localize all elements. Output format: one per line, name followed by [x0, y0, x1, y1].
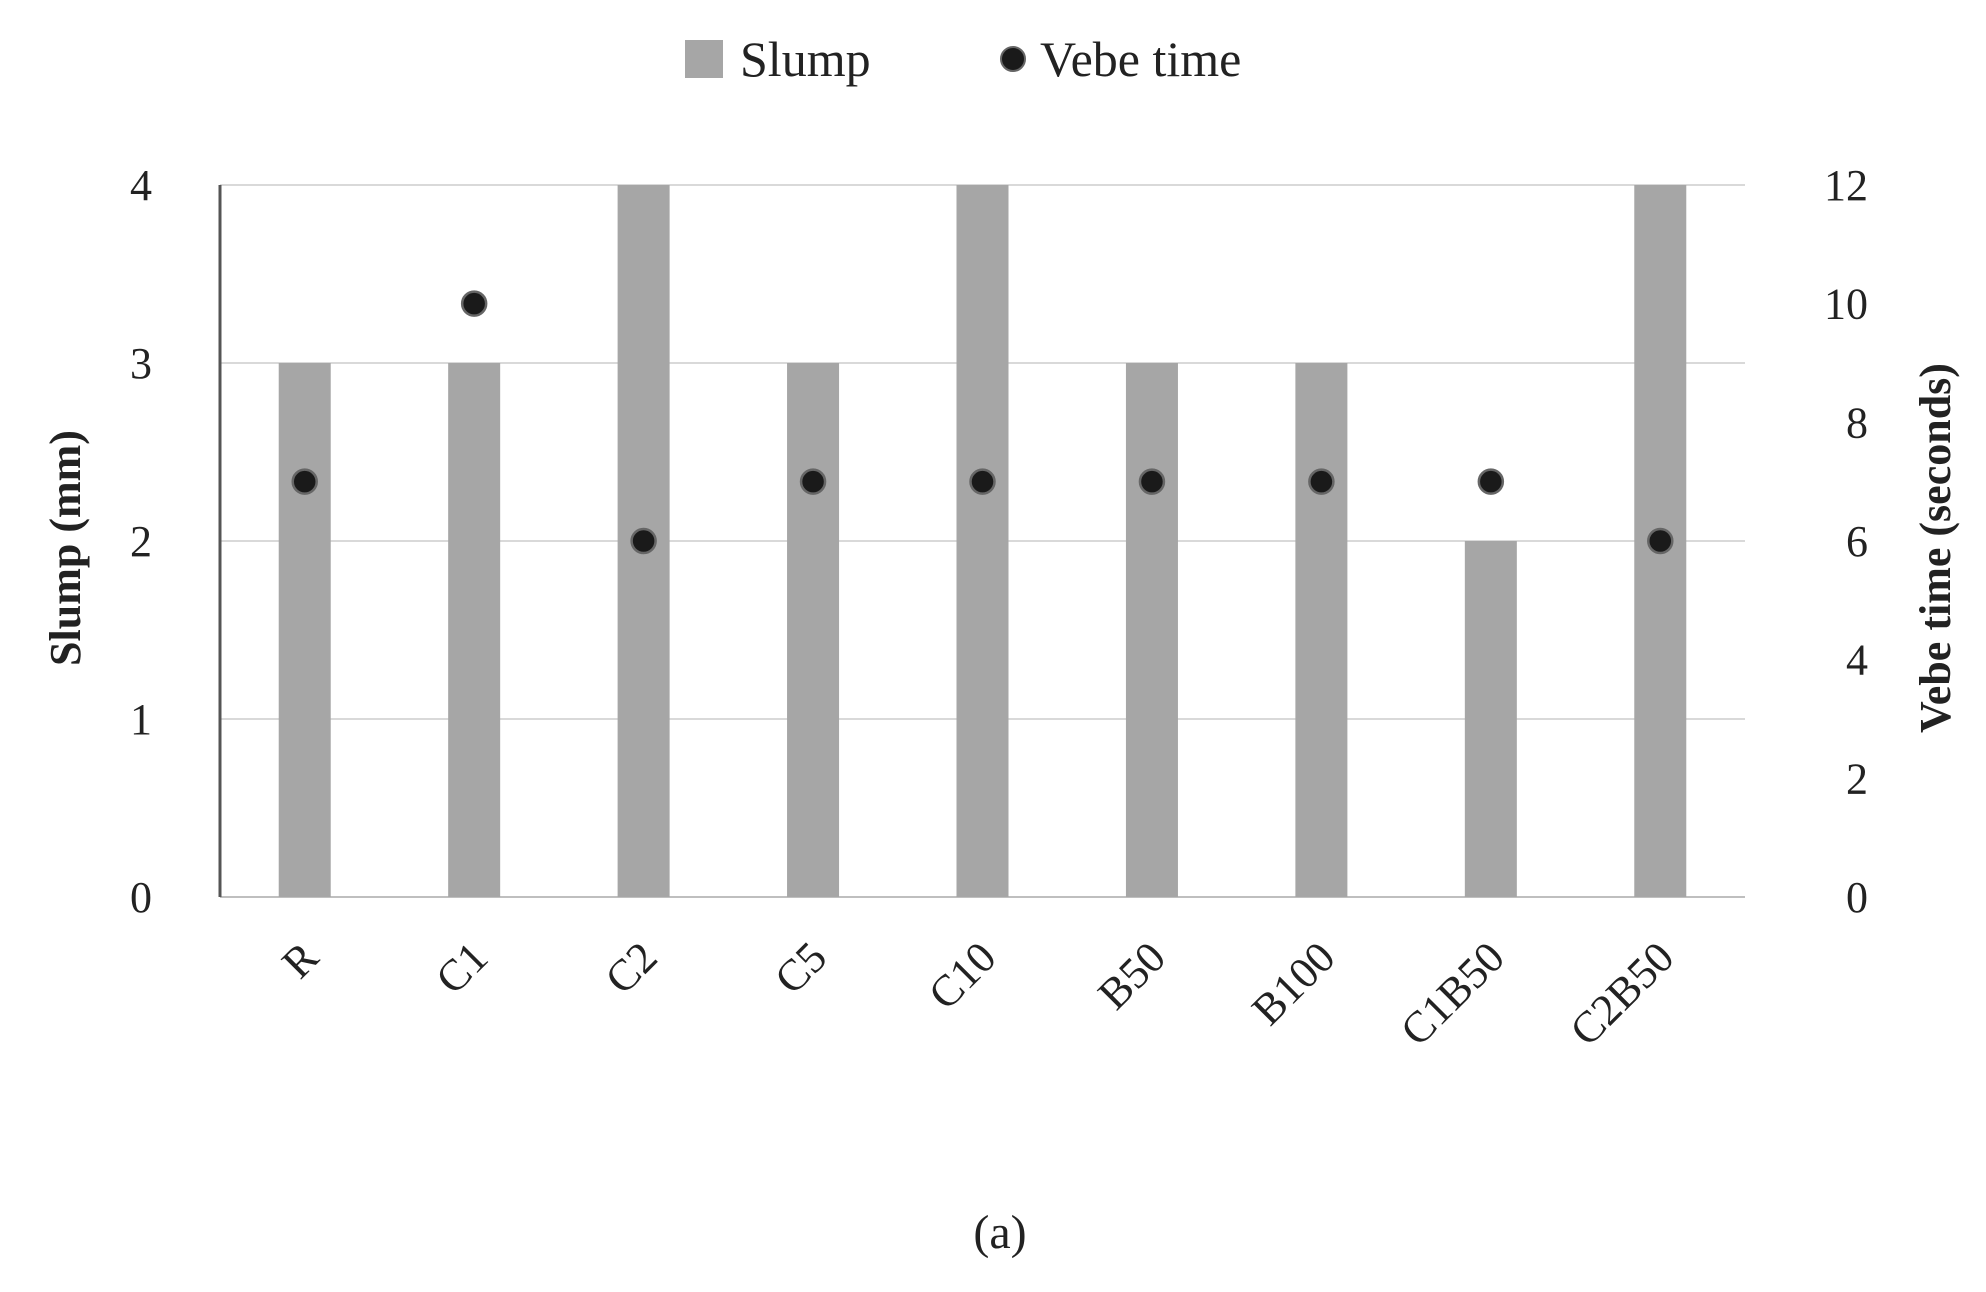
left-tick-label: 2	[130, 517, 152, 566]
point-vebe-C1B50	[1477, 468, 1505, 495]
x-tick-label: R	[272, 932, 328, 988]
x-tick-label: C2B50	[1561, 932, 1684, 1055]
legend: Slump Vebe time	[685, 31, 1241, 87]
right-tick-label: 0	[1846, 873, 1868, 922]
left-axis-title: Slump (mm)	[41, 430, 90, 666]
bar-slump-C1B50	[1464, 541, 1517, 897]
point-vebe-C2	[630, 527, 657, 555]
legend-label-vebe: Vebe time	[1040, 31, 1241, 87]
right-tick-label: 4	[1846, 636, 1868, 685]
left-axis-ticks: 0 1 2 3 4	[130, 161, 152, 922]
point-vebe-C1	[460, 290, 488, 317]
point-series-vebe	[291, 290, 1674, 555]
x-tick-label: B50	[1088, 932, 1175, 1019]
right-tick-label: 6	[1846, 517, 1868, 566]
x-axis-ticks: R C1 C2 C5 C10 B50 B100 C1B50 C2B50	[272, 932, 1683, 1055]
right-tick-label: 2	[1846, 754, 1868, 803]
right-tick-label: 12	[1824, 161, 1868, 210]
x-tick-label: C2	[596, 932, 667, 1003]
left-tick-label: 3	[130, 339, 152, 388]
right-axis-ticks: 0 2 4 6 8 10 12	[1824, 161, 1868, 922]
point-vebe-C10	[969, 468, 996, 495]
bar-slump-B100	[1295, 363, 1348, 897]
bar-slump-B50	[1125, 363, 1178, 897]
right-tick-label: 8	[1846, 398, 1868, 447]
bar-slump-C10	[956, 185, 1009, 897]
left-tick-label: 4	[130, 161, 152, 210]
legend-marker-vebe	[1000, 46, 1026, 72]
point-vebe-C2B50	[1647, 527, 1674, 555]
point-vebe-B100	[1308, 468, 1335, 495]
left-tick-label: 0	[130, 873, 152, 922]
figure-caption: (a)	[973, 1206, 1026, 1259]
bar-slump-R	[278, 363, 331, 897]
x-tick-label: C10	[919, 932, 1006, 1019]
bar-slump-C1	[448, 363, 501, 897]
x-tick-label: C1B50	[1391, 932, 1514, 1055]
left-tick-label: 1	[130, 695, 152, 744]
x-tick-label: C5	[765, 932, 836, 1003]
right-tick-label: 10	[1824, 280, 1868, 329]
bar-series-slump	[278, 185, 1687, 897]
bar-slump-C5	[787, 363, 840, 897]
right-axis-title: Vebe time (seconds)	[1911, 363, 1960, 733]
point-vebe-B50	[1138, 468, 1166, 495]
x-tick-label: C1	[426, 932, 497, 1003]
x-tick-label: B100	[1242, 932, 1344, 1034]
legend-swatch-slump	[685, 40, 723, 78]
point-vebe-C5	[799, 468, 827, 495]
legend-label-slump: Slump	[740, 31, 871, 87]
point-vebe-R	[291, 468, 318, 495]
